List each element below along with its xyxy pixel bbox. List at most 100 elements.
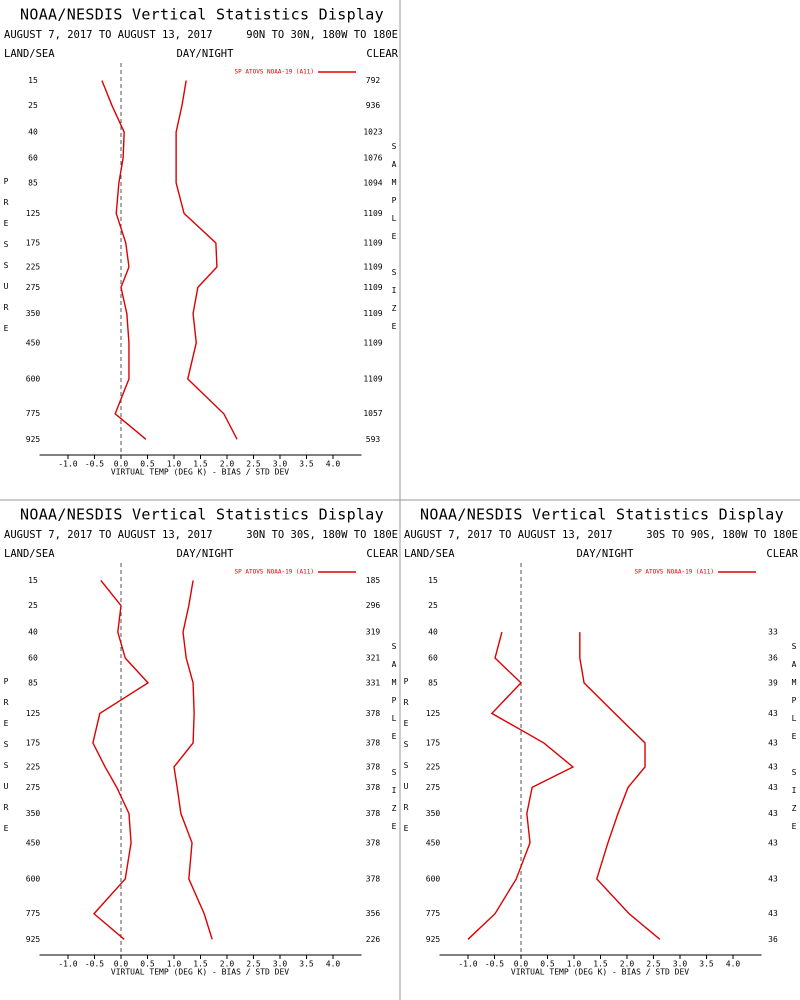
y-tick-label: 600 (26, 874, 41, 883)
y-tick-label: 600 (26, 374, 41, 383)
sample-size: 378 (366, 874, 381, 883)
sample-size: 1094 (363, 178, 382, 187)
sample-size: 378 (366, 738, 381, 747)
sample-size: 378 (366, 709, 381, 718)
x-tick-label: -0.5 (485, 960, 504, 969)
sample-size: 1109 (363, 338, 382, 347)
x-tick-label: 0.0 (114, 460, 129, 469)
y-tick-label: 225 (426, 762, 441, 771)
x-tick-label: 3.0 (273, 460, 288, 469)
x-tick-label: 3.5 (299, 960, 314, 969)
x-tick-label: 0.0 (514, 960, 529, 969)
x-tick-label: 1.5 (593, 960, 608, 969)
sample-size: 296 (366, 601, 381, 610)
x-tick-label: 0.5 (540, 960, 555, 969)
y-tick-label: 125 (26, 709, 41, 718)
y-tick-label: 350 (26, 809, 41, 818)
sample-size: 1109 (363, 238, 382, 247)
region: 90N TO 30N, 180W TO 180E (246, 29, 398, 41)
day-night: DAY/NIGHT (577, 548, 635, 560)
panel: NOAA/NESDIS Vertical Statistics Display A… (404, 506, 799, 977)
sample-size: 185 (366, 576, 381, 585)
legend-label: SP ATOVS NOAA-19 (A11) (235, 69, 314, 76)
y-tick-label: 40 (28, 128, 38, 137)
day-night: DAY/NIGHT (177, 548, 235, 560)
std-dev-line (175, 80, 238, 440)
legend-label: SP ATOVS NOAA-19 (A11) (235, 569, 314, 576)
x-tick-label: 0.0 (114, 960, 129, 969)
sample-size: 319 (366, 628, 381, 637)
land-sea: LAND/SEA (4, 548, 55, 560)
y-tick-label: 275 (26, 783, 41, 792)
sample-size: 321 (366, 654, 381, 663)
sample-size: 39 (768, 678, 778, 687)
x-tick-label: 1.5 (193, 960, 208, 969)
sample-size: 1109 (363, 209, 382, 218)
x-tick-label: 2.0 (220, 960, 235, 969)
x-tick-label: 3.5 (699, 960, 714, 969)
x-tick-label: 2.0 (220, 460, 235, 469)
clear: CLEAR (366, 48, 398, 60)
y-tick-label: 125 (426, 709, 441, 718)
y-tick-label: 85 (28, 678, 38, 687)
sample-size: 792 (366, 76, 381, 85)
panel: NOAA/NESDIS Vertical Statistics Display A… (4, 6, 399, 477)
sample-size: 936 (366, 101, 381, 110)
clear: CLEAR (766, 548, 798, 560)
sample-size: 226 (366, 935, 381, 944)
std-dev-line (579, 632, 661, 940)
sample-size: 43 (768, 783, 778, 792)
sample-size: 356 (366, 909, 381, 918)
x-tick-label: 2.0 (620, 960, 635, 969)
region: 30N TO 30S, 180W TO 180E (246, 529, 398, 541)
y-tick-label: 175 (26, 238, 41, 247)
y-tick-label: 60 (28, 654, 38, 663)
std-dev-line (173, 580, 213, 940)
y-tick-label: 275 (426, 783, 441, 792)
x-tick-label: -0.5 (85, 460, 104, 469)
y-tick-label: 25 (28, 101, 38, 110)
chart-title: NOAA/NESDIS Vertical Statistics Display (420, 506, 784, 524)
y-tick-label: 175 (426, 738, 441, 747)
x-tick-label: 2.5 (246, 460, 261, 469)
x-tick-label: 0.5 (140, 960, 155, 969)
y-tick-label: 125 (26, 209, 41, 218)
y-tick-label: 25 (428, 601, 438, 610)
sample-size: 43 (768, 709, 778, 718)
chart-title: NOAA/NESDIS Vertical Statistics Display (20, 506, 384, 524)
y-tick-label: 450 (26, 338, 41, 347)
y-tick-label: 600 (426, 874, 441, 883)
x-tick-label: 1.0 (167, 460, 182, 469)
sample-size: 43 (768, 838, 778, 847)
region: 30S TO 90S, 180W TO 180E (646, 529, 798, 541)
x-tick-label: 4.0 (326, 460, 341, 469)
x-tick-label: -1.0 (58, 460, 77, 469)
x-tick-label: -1.0 (458, 960, 477, 969)
y-tick-label: 925 (26, 435, 41, 444)
x-tick-label: 4.0 (326, 960, 341, 969)
sample-size: 1057 (363, 409, 382, 418)
sample-size: 331 (366, 678, 381, 687)
y-tick-label: 15 (28, 76, 38, 85)
x-tick-label: 2.5 (246, 960, 261, 969)
y-tick-label: 40 (428, 628, 438, 637)
day-night: DAY/NIGHT (177, 48, 235, 60)
sample-size: 33 (768, 628, 778, 637)
x-tick-label: 0.5 (140, 460, 155, 469)
sample-size: 43 (768, 909, 778, 918)
x-tick-label: -0.5 (85, 960, 104, 969)
sample-size: 36 (768, 935, 778, 944)
y-tick-label: 775 (26, 409, 41, 418)
y-tick-label: 275 (26, 283, 41, 292)
sample-size: 1109 (363, 283, 382, 292)
sample-size: 378 (366, 838, 381, 847)
y-tick-label: 15 (428, 576, 438, 585)
y-tick-label: 775 (426, 909, 441, 918)
chart-title: NOAA/NESDIS Vertical Statistics Display (20, 6, 384, 24)
x-axis-label: VIRTUAL TEMP (DEG K) - BIAS / STD DEV (111, 968, 289, 977)
